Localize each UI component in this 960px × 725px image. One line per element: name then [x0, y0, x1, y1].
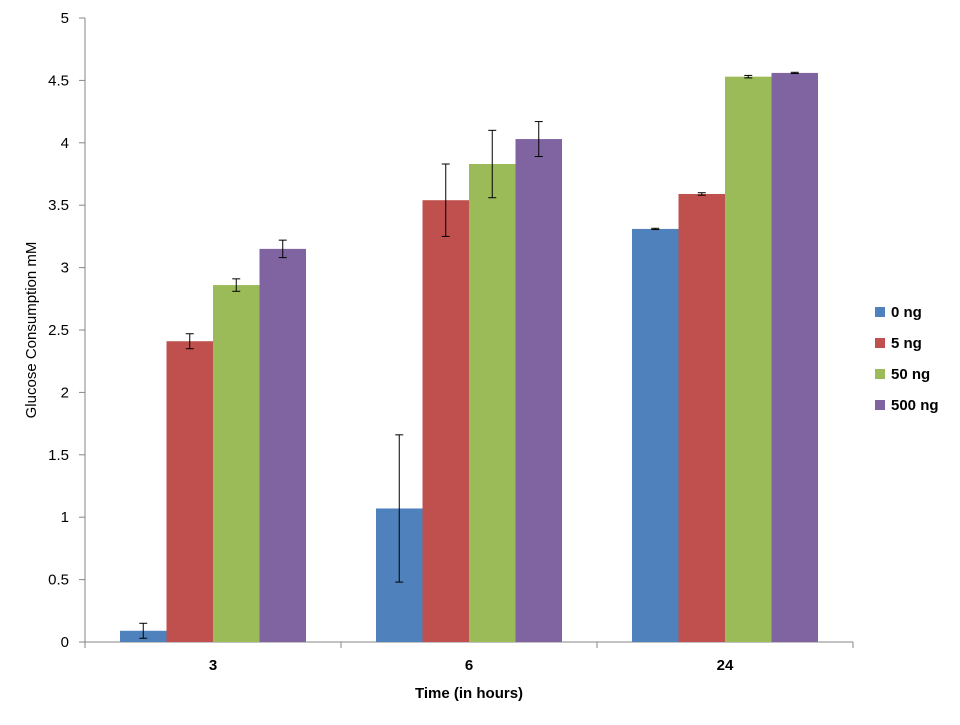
y-tick-label: 5: [61, 10, 69, 27]
y-tick-label: 1: [61, 509, 69, 526]
legend-label: 0 ng: [891, 304, 922, 321]
bar: [422, 200, 469, 642]
legend-label: 500 ng: [891, 397, 939, 414]
bar: [259, 248, 306, 642]
legend-swatch: [875, 307, 885, 317]
x-axis: 3 6 24: [84, 641, 854, 674]
bar: [678, 193, 725, 642]
y-axis: 0 0.5 1 1.5 2 2.5 3 3.5 4 4.5 5: [48, 10, 86, 651]
y-tick-label: 2.5: [48, 322, 69, 339]
bar: [166, 341, 213, 642]
legend-swatch: [875, 400, 885, 410]
y-tick-label: 4: [61, 135, 69, 152]
bar: [213, 285, 260, 642]
bar: [725, 76, 772, 642]
y-tick-label: 0: [61, 634, 69, 651]
x-category-label: 6: [465, 657, 473, 674]
y-tick-label: 2: [61, 384, 69, 401]
bar: [771, 72, 818, 643]
x-category-label: 3: [209, 657, 217, 674]
error-bars: [139, 71, 799, 639]
y-tick-label: 1.5: [48, 447, 69, 464]
bars: [120, 72, 818, 643]
bar: [515, 139, 562, 642]
legend-label: 5 ng: [891, 335, 922, 352]
y-axis-title: Glucose Consumption mM: [23, 242, 40, 419]
bar: [632, 228, 679, 643]
y-tick-label: 3: [61, 260, 69, 277]
legend: 0 ng 5 ng 50 ng 500 ng: [875, 304, 939, 414]
x-category-label: 24: [717, 657, 734, 674]
legend-label: 50 ng: [891, 366, 930, 383]
y-tick-label: 3.5: [48, 197, 69, 214]
legend-swatch: [875, 338, 885, 348]
y-tick-label: 4.5: [48, 72, 69, 89]
y-tick-label: 0.5: [48, 572, 69, 589]
legend-swatch: [875, 369, 885, 379]
bar: [469, 164, 516, 643]
x-axis-title: Time (in hours): [415, 685, 523, 702]
